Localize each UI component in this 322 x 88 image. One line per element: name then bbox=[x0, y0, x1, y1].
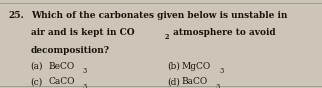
Text: (d): (d) bbox=[167, 77, 180, 86]
Text: CaCO: CaCO bbox=[48, 77, 75, 86]
Text: (b): (b) bbox=[167, 62, 180, 71]
Text: air and is kept in CO: air and is kept in CO bbox=[31, 28, 134, 37]
Text: 3: 3 bbox=[82, 67, 86, 75]
Text: Which of the carbonates given below is unstable in: Which of the carbonates given below is u… bbox=[31, 11, 287, 20]
Text: decomposition?: decomposition? bbox=[31, 46, 109, 55]
Text: 3: 3 bbox=[220, 67, 224, 75]
Text: 2: 2 bbox=[164, 33, 169, 41]
Text: 3: 3 bbox=[216, 83, 220, 88]
Text: 3: 3 bbox=[82, 83, 87, 88]
Text: BaCO: BaCO bbox=[182, 77, 208, 86]
Text: MgCO: MgCO bbox=[182, 62, 211, 71]
Text: BeCO: BeCO bbox=[48, 62, 75, 71]
Text: 25.: 25. bbox=[8, 11, 24, 20]
Text: atmosphere to avoid: atmosphere to avoid bbox=[170, 28, 276, 37]
Text: (c): (c) bbox=[31, 77, 43, 86]
Text: (a): (a) bbox=[31, 62, 43, 71]
